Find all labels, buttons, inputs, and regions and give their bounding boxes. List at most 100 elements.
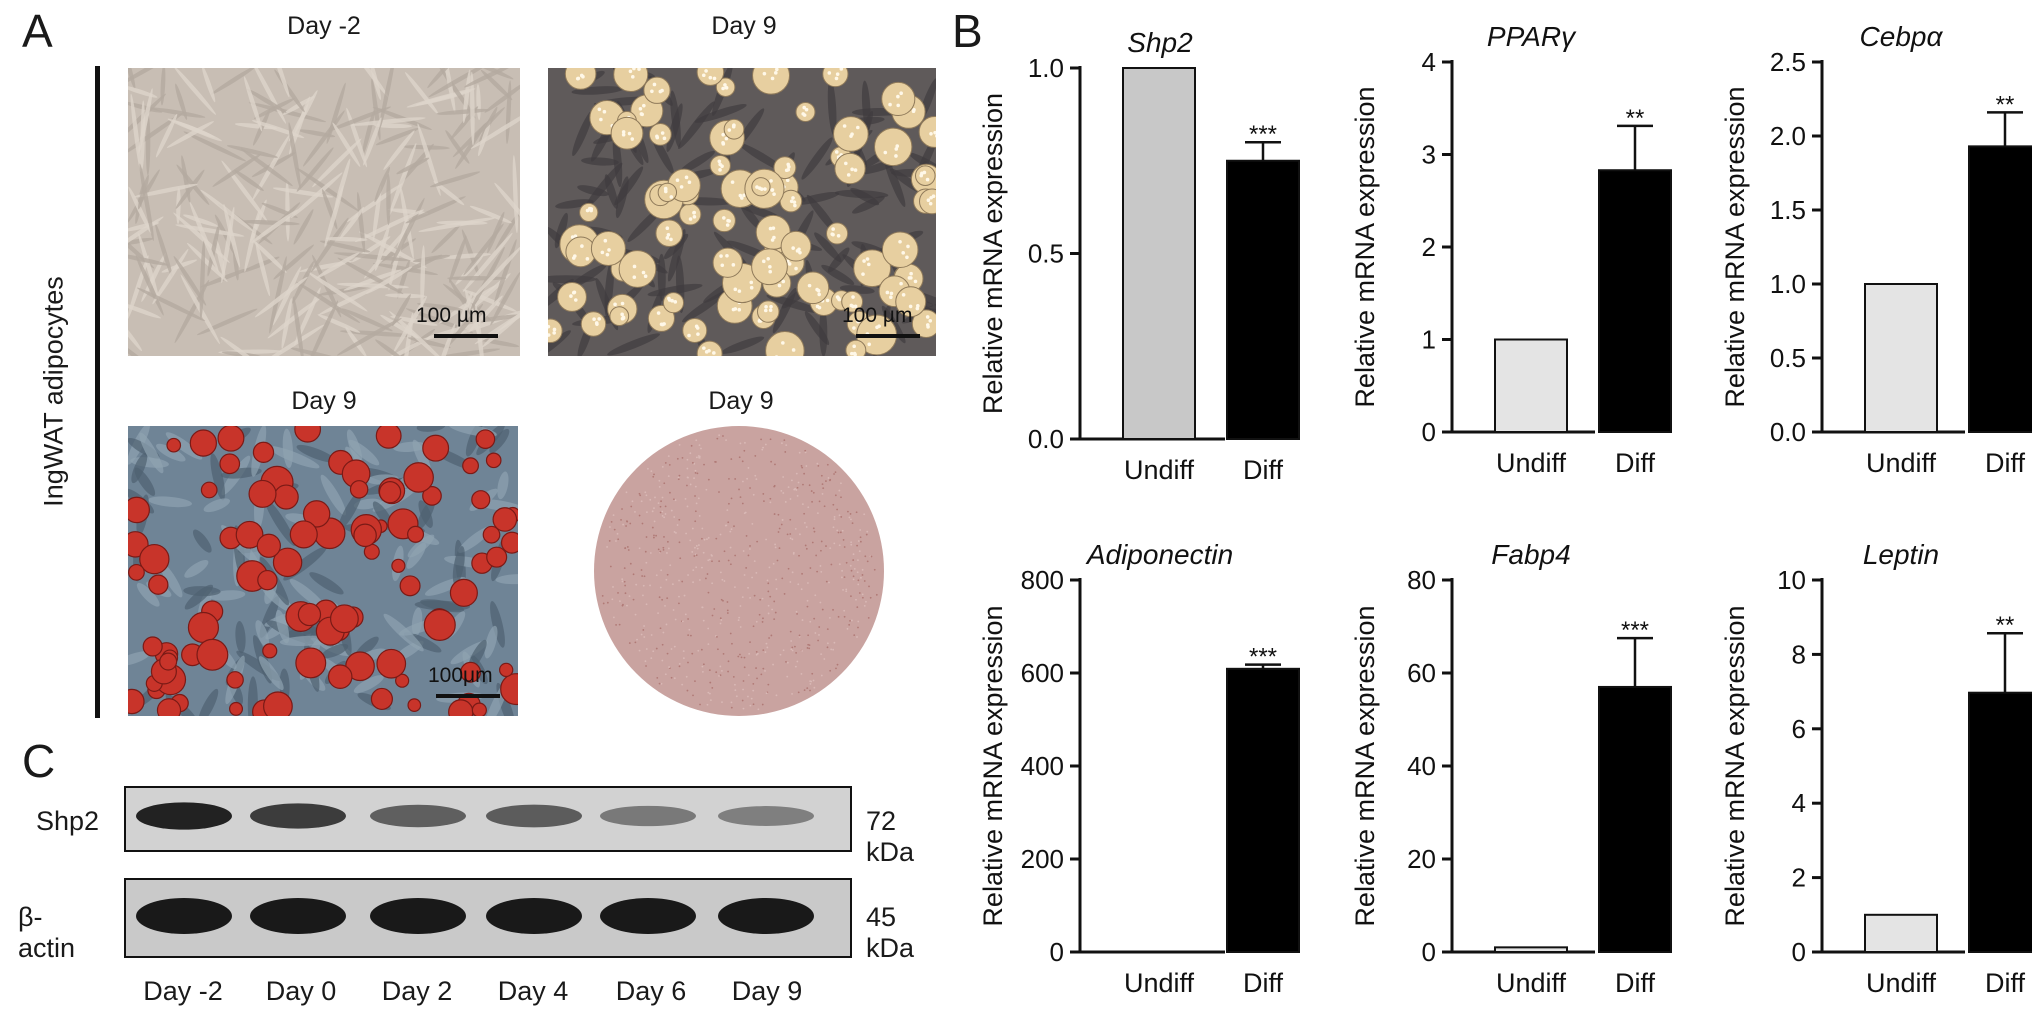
lipid-droplet [888, 102, 892, 107]
lipid-droplet [768, 226, 773, 231]
well-speckle [759, 598, 762, 601]
well-speckle [667, 475, 670, 478]
well-speckle [808, 644, 811, 647]
lipid-droplet [592, 317, 596, 322]
well-speckle [873, 568, 876, 571]
lipid-droplet [852, 326, 856, 330]
lipid-droplet [731, 263, 736, 267]
lipid-droplet-cell [853, 249, 892, 288]
well-speckle [850, 619, 853, 622]
well-speckle [697, 497, 700, 500]
well-speckle [661, 659, 664, 662]
lipid-droplet [807, 283, 812, 288]
well-speckle [798, 554, 800, 557]
well-speckle [643, 575, 646, 578]
lipid-droplet [851, 295, 855, 299]
well-speckle [826, 463, 829, 466]
y-tick-label: 1.5 [1770, 195, 1806, 225]
well-speckle [856, 544, 859, 547]
stained-cell-body [320, 474, 347, 516]
well-speckle [857, 559, 859, 562]
well-speckle [638, 649, 641, 652]
well-speckle [837, 531, 840, 534]
stained-cell-body [416, 426, 446, 432]
fibroblast-cell [221, 160, 268, 223]
lipid-droplet [603, 238, 608, 243]
cell-body [678, 150, 715, 174]
lipid-droplet [656, 311, 661, 315]
well-speckle [649, 584, 651, 587]
well-speckle [809, 683, 812, 685]
x-category-label: Diff [1243, 968, 1284, 998]
x-category-label: Diff [1615, 968, 1656, 998]
lipid-droplet [791, 196, 795, 200]
lipid-droplet [721, 132, 725, 137]
lipid-droplet [853, 168, 858, 172]
well-speckle [730, 701, 733, 704]
well-speckle [811, 541, 814, 544]
chart-title: Leptin [1863, 539, 1939, 570]
well-speckle [678, 595, 680, 598]
well-speckle [659, 505, 662, 508]
well-speckle [790, 648, 793, 651]
y-tick-label: 20 [1407, 844, 1436, 874]
well-speckle [775, 588, 778, 590]
well-speckle [833, 641, 836, 644]
well-speckle [745, 567, 748, 569]
fibroblast-cell [271, 68, 290, 98]
well-speckle [638, 514, 641, 517]
well-speckle [658, 485, 661, 488]
chart-0: Shp2 Relative mRNA expression 0.0 0.5 1.0 Und… [978, 27, 1300, 485]
lipid-droplet [692, 215, 697, 219]
fibroblast-cell [128, 315, 143, 352]
well-speckle [658, 682, 661, 685]
lipid-droplet [850, 132, 854, 136]
lipid-droplet [867, 342, 872, 347]
micrograph-fibroblast-svg [128, 68, 520, 356]
blot-band [250, 803, 346, 829]
well-speckle [848, 516, 851, 519]
cell-body [607, 333, 660, 356]
well-speckle [694, 469, 697, 472]
well-speckle [695, 554, 698, 557]
well-speckle [723, 580, 726, 582]
well-speckle [850, 595, 852, 598]
lipid-droplet [659, 322, 664, 327]
lipid-droplet [663, 189, 668, 194]
lipid-droplet [749, 285, 754, 290]
well-speckle [752, 493, 755, 496]
well-speckle [752, 625, 755, 628]
stained-cell-body [197, 688, 219, 716]
fibroblast-cell [327, 106, 392, 132]
well-speckle [756, 540, 759, 543]
well-speckle [645, 536, 648, 538]
well-speckle [807, 506, 810, 509]
lipid-droplet-cell [780, 230, 812, 262]
lipid-droplet [775, 68, 779, 72]
well-speckle [852, 553, 855, 556]
lipid-droplet-cell [773, 156, 797, 180]
red-stained-droplet [399, 575, 421, 597]
lipid-droplet [655, 135, 660, 140]
well-speckle [800, 465, 803, 467]
lipid-droplet-cell [751, 177, 771, 197]
well-speckle [868, 585, 870, 588]
well-speckle [836, 663, 839, 666]
well-speckle [829, 547, 832, 550]
lipid-droplet [816, 288, 821, 293]
lipid-droplet [862, 259, 866, 263]
well-speckle [797, 691, 800, 694]
well-speckle [761, 703, 764, 706]
micrograph-day-minus-2: 100 µm [128, 68, 520, 356]
well-speckle [741, 460, 744, 463]
x-category-label: Diff [1985, 448, 2026, 478]
well-speckle [723, 550, 726, 553]
well-speckle [658, 479, 661, 482]
well-speckle [823, 658, 826, 660]
fibroblast-cell [368, 68, 381, 101]
y-tick-label: 2.0 [1770, 121, 1806, 151]
lipid-droplet [666, 232, 671, 237]
fibroblast-cell [418, 217, 497, 232]
well-speckle [770, 634, 773, 637]
well-speckle [739, 496, 742, 499]
